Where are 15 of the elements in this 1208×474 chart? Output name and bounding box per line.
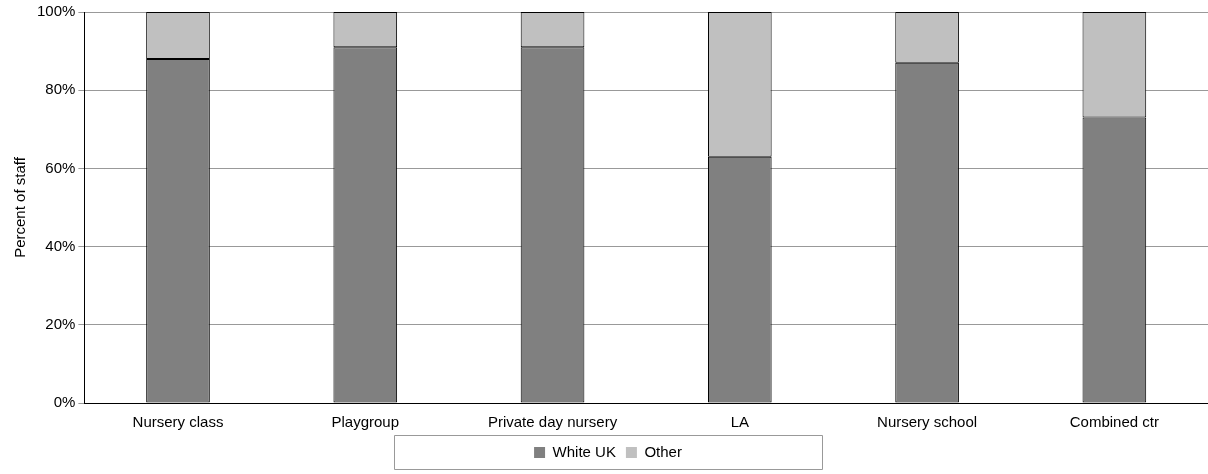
- y-tick-label: 20%: [45, 314, 76, 332]
- x-tick-label: Private day nursery: [487, 413, 618, 431]
- y-tick-label: 60%: [45, 158, 76, 176]
- y-tick-label: 100%: [36, 2, 76, 20]
- x-tick-label: Combined ctr: [1069, 413, 1159, 431]
- x-tick-label: Nursery class: [132, 413, 224, 431]
- y-tick-label: 80%: [45, 80, 76, 98]
- legend-label: Other: [644, 442, 682, 460]
- x-tick-label: Nursery school: [877, 413, 978, 431]
- y-axis-title: Percent of staff: [11, 156, 29, 258]
- legend-label: White UK: [552, 442, 616, 460]
- y-tick-label: 40%: [45, 236, 76, 254]
- y-tick-label: 0%: [53, 393, 76, 411]
- x-tick-label: LA: [730, 413, 749, 431]
- x-tick-label: Playgroup: [331, 413, 400, 431]
